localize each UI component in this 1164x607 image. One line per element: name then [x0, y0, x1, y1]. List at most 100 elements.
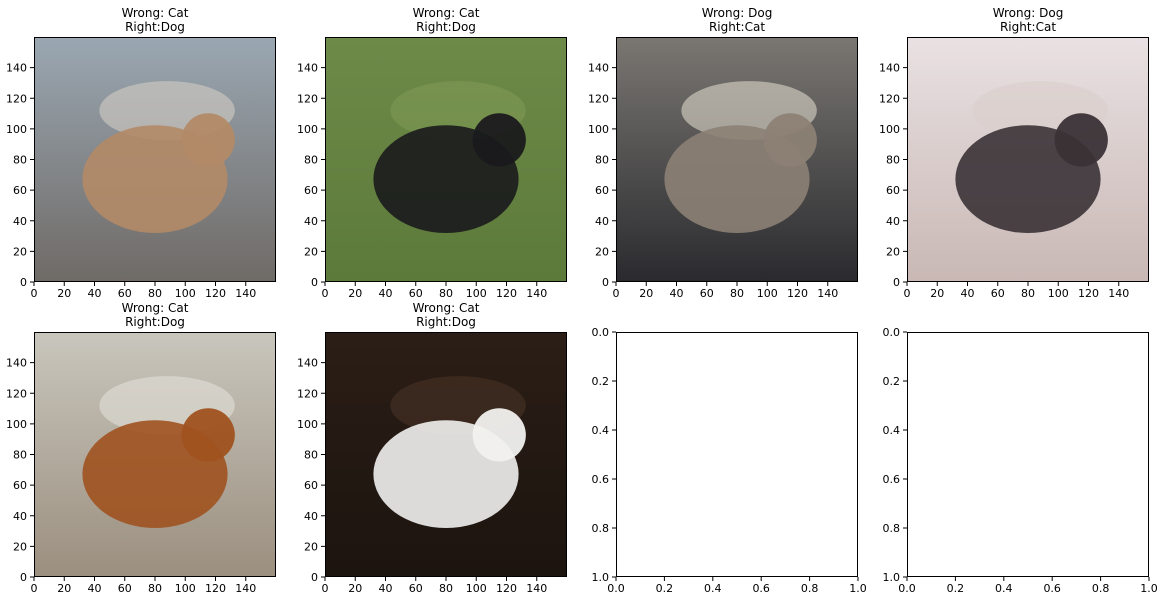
y-tick-label: 80 — [595, 154, 609, 167]
y-tick-label: 1.0 — [592, 571, 610, 584]
y-tick-label: 140 — [6, 357, 27, 370]
y-tick-label: 60 — [13, 479, 27, 492]
y-tick-label: 140 — [879, 62, 900, 75]
x-tick-label: 0 — [613, 287, 620, 300]
x-tick-label: 20 — [57, 287, 71, 300]
y-tick-label: 140 — [297, 357, 318, 370]
x-tick-label: 0 — [322, 287, 329, 300]
y-tick-label: 20 — [595, 245, 609, 258]
photo-subject-head — [1054, 113, 1108, 167]
x-tick-label: 20 — [348, 582, 362, 595]
y-tick-label: 20 — [304, 245, 318, 258]
x-tick-label: 140 — [235, 582, 256, 595]
x-tick-label: 60 — [409, 287, 423, 300]
y-tick-label: 120 — [297, 387, 318, 400]
y-tick-label: 100 — [6, 123, 27, 136]
y-tick-label: 60 — [13, 184, 27, 197]
x-tick-label: 120 — [205, 582, 226, 595]
y-tick-label: 140 — [588, 62, 609, 75]
y-tick-label: 60 — [595, 184, 609, 197]
x-tick-label: 0.6 — [1043, 582, 1061, 595]
y-tick-label: 0.6 — [883, 473, 901, 486]
y-tick-label: 100 — [297, 418, 318, 431]
x-tick-label: 40 — [379, 287, 393, 300]
subplot-4: 0 20 40 60 80 100 120 140 0 20 40 60 80 100 120 140 Wron… — [879, 6, 1149, 300]
y-tick-label: 20 — [886, 245, 900, 258]
y-tick-label: 100 — [879, 123, 900, 136]
x-tick-label: 40 — [88, 582, 102, 595]
y-tick-label: 40 — [886, 215, 900, 228]
x-tick-label: 100 — [175, 582, 196, 595]
y-tick-label: 0.0 — [592, 326, 610, 339]
y-tick-label: 80 — [13, 449, 27, 462]
y-tick-label: 0.4 — [592, 424, 610, 437]
x-tick-label: 0 — [904, 287, 911, 300]
y-tick-label: 40 — [304, 510, 318, 523]
y-tick-label: 0.0 — [883, 326, 901, 339]
photo-subject-head — [181, 113, 235, 167]
y-tick-label: 100 — [6, 418, 27, 431]
x-tick-label: 140 — [817, 287, 838, 300]
y-tick-label: 80 — [886, 154, 900, 167]
x-tick-label: 140 — [235, 287, 256, 300]
y-tick-label: 100 — [297, 123, 318, 136]
axes-frame — [907, 332, 1149, 577]
x-tick-label: 0.6 — [752, 582, 770, 595]
y-tick-label: 80 — [13, 154, 27, 167]
x-tick-label: 60 — [118, 582, 132, 595]
axes-frame — [616, 37, 858, 282]
y-tick-label: 20 — [304, 540, 318, 553]
x-tick-label: 80 — [439, 287, 453, 300]
x-tick-label: 60 — [409, 582, 423, 595]
y-tick-label: 0 — [20, 276, 27, 289]
subplot-3: 0 20 40 60 80 100 120 140 0 20 40 60 80 100 120 140 Wron… — [588, 6, 858, 300]
x-tick-label: 60 — [991, 287, 1005, 300]
x-tick-label: 140 — [1108, 287, 1129, 300]
axes-frame — [325, 37, 567, 282]
x-tick-label: 140 — [526, 582, 547, 595]
photo-subject-head — [472, 113, 526, 167]
subplot-2: 0 20 40 60 80 100 120 140 0 20 40 60 80 100 120 140 Wron… — [297, 6, 567, 300]
empty-axes-background — [907, 332, 1149, 577]
y-tick-label: 0 — [602, 276, 609, 289]
x-tick-label: 0.2 — [947, 582, 965, 595]
x-tick-label: 1.0 — [1140, 582, 1158, 595]
x-tick-label: 40 — [961, 287, 975, 300]
subplot-6: 0 20 40 60 80 100 120 140 0 20 40 60 80 100 120 140 Wron… — [297, 301, 567, 595]
x-tick-label: 40 — [670, 287, 684, 300]
subplot-title-line1: Wrong: Cat — [413, 301, 480, 315]
x-tick-label: 20 — [639, 287, 653, 300]
x-tick-label: 100 — [175, 287, 196, 300]
x-tick-label: 0.4 — [995, 582, 1013, 595]
subplot-title-line2: Right:Cat — [709, 20, 765, 34]
photo-subject-head — [763, 113, 817, 167]
x-tick-label: 0.4 — [704, 582, 722, 595]
y-tick-label: 0 — [893, 276, 900, 289]
subplot-title-line1: Wrong: Dog — [993, 6, 1064, 20]
y-tick-label: 120 — [297, 92, 318, 105]
axes-frame — [34, 332, 276, 577]
x-tick-label: 120 — [496, 582, 517, 595]
axes-frame — [616, 332, 858, 577]
subplot-1: 0 20 40 60 80 100 120 140 0 20 40 60 80 100 120 140 Wron… — [6, 6, 276, 300]
y-tick-label: 1.0 — [883, 571, 901, 584]
x-tick-label: 60 — [700, 287, 714, 300]
x-tick-label: 140 — [526, 287, 547, 300]
x-tick-label: 0.8 — [801, 582, 819, 595]
x-tick-label: 40 — [379, 582, 393, 595]
subplot-title-line2: Right:Dog — [416, 20, 476, 34]
photo-subject-head — [181, 408, 235, 462]
subplot-title-line1: Wrong: Cat — [122, 6, 189, 20]
y-tick-label: 40 — [304, 215, 318, 228]
subplot-8: 0.0 0.2 0.4 0.6 0.8 1.00.00.20.40.60.81.0 — [883, 326, 1158, 595]
y-tick-label: 100 — [588, 123, 609, 136]
photo-subject-head — [472, 408, 526, 462]
y-tick-label: 20 — [13, 245, 27, 258]
x-tick-label: 120 — [205, 287, 226, 300]
subplot-7: 0.0 0.2 0.4 0.6 0.8 1.00.00.20.40.60.81.0 — [592, 326, 867, 595]
y-tick-label: 20 — [13, 540, 27, 553]
subplot-title-line1: Wrong: Dog — [702, 6, 773, 20]
subplot-title-line2: Right:Dog — [416, 315, 476, 329]
x-tick-label: 100 — [466, 287, 487, 300]
